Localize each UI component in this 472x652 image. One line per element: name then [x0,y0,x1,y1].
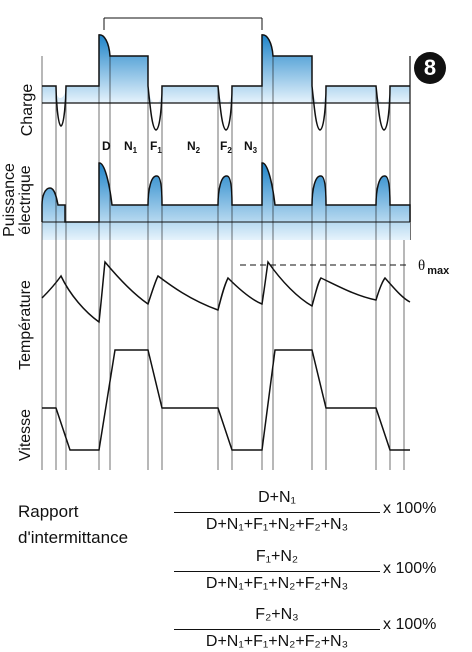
row-label-charge: Charge [19,83,36,137]
segment-labels: D N1 F1 N2 F2 N3 [102,139,258,155]
temperature-curve [41,260,411,324]
formula-1-numerator: D+N₁ [258,489,296,506]
charge-fill [42,34,410,103]
segment-label-n1: N1 [124,139,138,155]
theta-max-label: θ max [418,258,450,277]
speed-curve [42,349,410,451]
formula-2-denominator: D+N₁+F₁+N₂+F₂+N₃ [205,575,349,592]
segment-label-n3-main: N [244,139,253,153]
temperature-waveform: θ max [41,258,450,324]
segment-label-f2: F2 [220,139,232,155]
waveform-diagram: D N1 F1 N2 F2 N3 θ max [41,17,450,470]
theta-symbol: θ [418,258,425,274]
segment-label-n3-sub: 3 [253,146,258,155]
row-label-speed: Vitesse [17,408,34,462]
segment-label-n2-sub: 2 [196,146,201,155]
segment-label-f1-main: F [150,139,157,153]
vertical-guides [41,34,405,470]
segment-label-n2-main: N [187,139,196,153]
ratio-label-line2: d'intermittance [18,528,129,547]
ratio-label-line1: Rapport [18,502,79,521]
formula-2-numerator: F₁+N₂ [255,548,299,565]
segment-label-n2: N2 [187,139,201,155]
segment-label-f2-main: F [220,139,227,153]
power-curve [41,162,411,223]
segment-label-f1-sub: 1 [157,146,162,155]
figure-number-badge: 8 [414,52,446,84]
theta-sub: max [427,265,450,277]
row-label-temperature: Température [17,280,34,370]
formula-3-denominator: D+N₁+F₁+N₂+F₂+N₃ [205,633,349,650]
segment-label-f1: F1 [150,139,162,155]
formula-1-multiplier: x 100% [383,500,437,517]
segment-label-n3: N3 [244,139,258,155]
speed-waveform [42,349,410,451]
formula-1-fraction-bar [174,512,380,513]
charge-curve [42,34,410,131]
duty-cycle-diagram: D N1 F1 N2 F2 N3 θ max [1,17,450,470]
formula-1-denominator: D+N₁+F₁+N₂+F₂+N₃ [205,516,349,533]
formula-3-numerator: F₂+N₃ [255,606,299,623]
segment-label-n1-main: N [124,139,133,153]
segment-label-d: D [102,139,111,153]
power-fill [42,162,410,240]
formula-2-multiplier: x 100% [383,560,436,578]
segment-label-f2-sub: 2 [227,146,232,155]
row-label-power: Puissance électrique [1,163,34,237]
formula-3-multiplier: x 100% [383,616,437,633]
formula-2-fraction-bar [174,571,380,572]
formula-2-multiplier-text: x 100% [383,560,437,577]
power-waveform [41,162,411,240]
formula-3-fraction-bar [174,629,380,630]
segment-label-n1-sub: 1 [133,146,138,155]
